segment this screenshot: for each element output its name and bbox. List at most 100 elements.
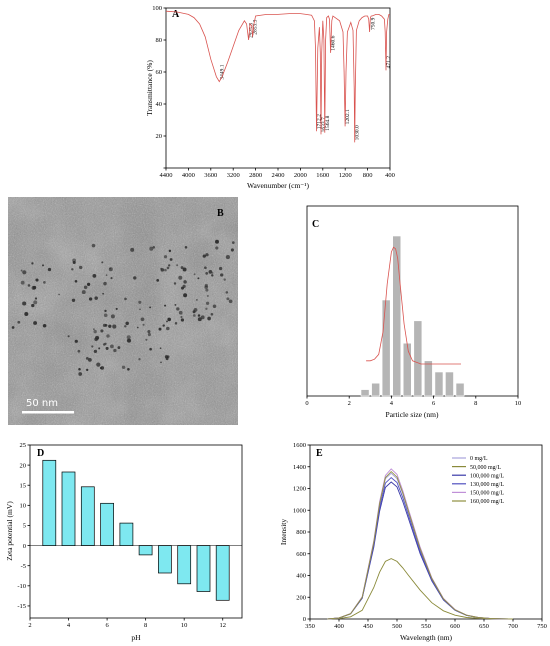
panel-e-y-tick-label: 1600 [293, 442, 306, 449]
nanoparticle-dot [197, 317, 202, 322]
nanoparticle-dot [200, 315, 205, 320]
nanoparticle-dot [230, 248, 234, 252]
panel-d-x-tick-label: 12 [219, 622, 226, 629]
panel-e-y-tick-label: 1000 [293, 507, 306, 514]
panel-a-letter: A [172, 9, 180, 20]
nanoparticle-dot [183, 293, 188, 298]
panel-e-x-tick-label: 500 [392, 623, 402, 630]
panel-c-histogram-bar [371, 382, 381, 397]
nanoparticle-dot [164, 268, 167, 272]
panel-a-x-tick-label: 1600 [316, 172, 329, 179]
nanoparticle-dot [215, 246, 219, 250]
panel-e-series-line [327, 558, 514, 620]
nanoparticle-dot [115, 307, 118, 310]
nanoparticle-dot [138, 300, 142, 304]
panel-d-zeta-bar [100, 502, 114, 546]
panel-e-x-tick-label: 400 [334, 623, 344, 630]
nanoparticle-dot [20, 269, 23, 272]
nanoparticle-dot [145, 338, 148, 341]
panel-e-legend-label: 150,000 mg/L [470, 491, 504, 497]
nanoparticle-dot [192, 310, 196, 314]
nanoparticle-dot [169, 258, 173, 261]
panel-d-x-tick-label: 2 [28, 622, 31, 629]
panel-b-tem-image: B 50 nm [8, 197, 238, 425]
nanoparticle-dot [205, 253, 209, 257]
nanoparticle-dot [205, 288, 209, 292]
panel-c-x-tick-label: 4 [390, 400, 394, 407]
panel-e-x-tick-label: 600 [450, 623, 460, 630]
nanoparticle-dot [47, 267, 52, 272]
nanoparticle-dot [180, 315, 183, 319]
nanoparticle-dot [192, 314, 196, 317]
nanoparticle-dot [103, 313, 108, 318]
panel-e-y-tick-label: 1200 [293, 486, 306, 493]
panel-d-x-axis-label: pH [131, 633, 141, 642]
panel-e-fluorescence-chart: E 350 400 450 500 550 600 650 700 750 0 200 400 600 8… [279, 442, 547, 642]
panel-d-plot-frame [29, 444, 243, 619]
nanoparticle-dot [125, 321, 129, 326]
nanoparticle-dot [140, 317, 145, 322]
panel-d-x-tick-label: 10 [181, 622, 188, 629]
nanoparticle-dot [220, 273, 224, 277]
nanoparticle-dot [133, 276, 137, 280]
panel-a-x-tick-label: 800 [363, 172, 373, 179]
nanoparticle-dot [211, 272, 214, 274]
nanoparticle-dot [205, 301, 210, 305]
nanoparticle-dot [113, 348, 117, 353]
nanoparticle-dot [121, 365, 126, 370]
nanoparticle-dot [178, 275, 183, 280]
nanoparticle-dot [205, 272, 209, 275]
nanoparticle-dot [108, 324, 112, 328]
panel-a-x-tick-label: 4400 [160, 172, 173, 179]
nanoparticle-dot [211, 274, 214, 277]
nanoparticle-dot [149, 347, 152, 351]
nanoparticle-dot [79, 265, 83, 270]
panel-c-x-tick-label: 8 [474, 400, 477, 407]
scale-bar [22, 411, 74, 414]
nanoparticle-dot [197, 277, 200, 280]
nanoparticle-dot [74, 339, 78, 343]
nanoparticle-dot [223, 278, 226, 281]
panel-a-ftir-spectrum-line [165, 10, 390, 143]
nanoparticle-dot [182, 284, 186, 288]
panel-a-y-tick-label: 40 [156, 101, 163, 108]
panel-a-ftir-chart: A 4400 4000 3600 3200 2800 2400 2000 1600 1200 80… [145, 5, 395, 190]
nanoparticle-dot [20, 280, 25, 285]
nanoparticle-dot [112, 324, 117, 329]
nanoparticle-dot [178, 310, 183, 315]
panel-a-x-axis-label: Wavenumber (cm⁻¹) [247, 181, 310, 190]
nanoparticle-dot [110, 344, 114, 349]
nanoparticle-dot [182, 267, 187, 272]
panel-e-legend: 0 mg/L 50,000 mg/L 100,000 mg/L 130,000 mg/… [452, 456, 504, 505]
panel-d-y-tick-label: 25 [20, 442, 27, 449]
nanoparticle-dot [166, 326, 170, 331]
nanoparticle-dot [210, 312, 214, 316]
panel-d-zeta-bar [177, 545, 192, 585]
nanoparticle-dot [180, 266, 184, 270]
nanoparticle-dot [93, 329, 97, 334]
panel-e-y-axis-label: Intensity [279, 519, 288, 545]
panel-e-legend-label: 130,000 mg/L [470, 482, 504, 488]
nanoparticle-dot [139, 308, 141, 311]
nanoparticle-dot [34, 297, 38, 300]
nanoparticle-dot [156, 279, 160, 282]
nanoparticle-dot [160, 361, 162, 364]
panel-c-histogram-bar [402, 342, 412, 397]
nanoparticle-dot [104, 309, 107, 313]
panel-d-letter: D [37, 448, 44, 459]
nanoparticle-dot [207, 295, 209, 297]
nanoparticle-dot [27, 284, 31, 287]
nanoparticle-dot [102, 292, 104, 295]
panel-a-peak-label: 750.9 [370, 17, 376, 30]
panel-a-y-axis-label: Transmittance (%) [145, 60, 154, 116]
nanoparticle-dot [71, 268, 74, 271]
nanoparticle-dot [152, 246, 156, 249]
nanoparticle-dot [176, 264, 179, 267]
nanoparticle-dot [95, 335, 100, 340]
nanoparticle-dot [231, 241, 235, 244]
nanoparticle-dot [226, 297, 230, 301]
panel-a-x-tick-label: 3600 [204, 172, 217, 179]
panel-d-zeta-bar [158, 545, 172, 574]
panel-d-x-tick-label: 4 [67, 622, 71, 629]
panel-d-y-axis-label: Zeta potential (mV) [5, 501, 14, 561]
